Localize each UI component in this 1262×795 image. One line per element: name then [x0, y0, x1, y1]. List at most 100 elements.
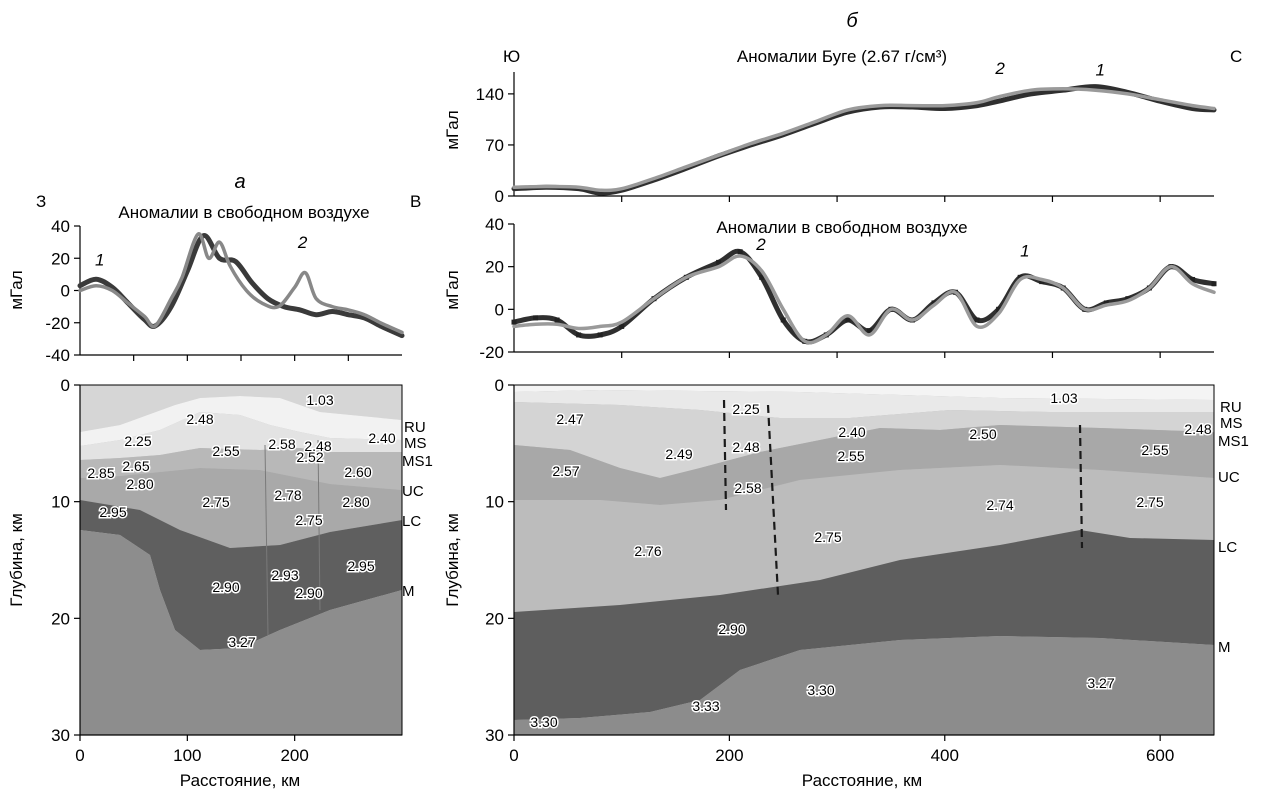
panel-b-density-label: 2.55: [837, 448, 864, 464]
panel-a-layer-ru: [80, 385, 402, 432]
panel-b-density-label: 2.76: [634, 543, 661, 559]
b-section-xtick-label: 200: [715, 746, 743, 765]
b-section-ytick-label: 30: [485, 726, 504, 745]
panel-b-density-label: 2.75: [814, 529, 841, 545]
b-bouguer-series-label-2: 2: [994, 59, 1005, 78]
panel-b-section-xlabel: Расстояние, км: [802, 771, 922, 790]
panel-b-layer-label-m: M: [1218, 639, 1231, 656]
a-free-air-ytick-label: 0: [61, 282, 70, 301]
b-free-air-series-label-2: 2: [755, 235, 766, 254]
panel-a-fault-1: [264, 444, 269, 636]
panel-a-layer-label-ru: RU: [404, 419, 426, 436]
panel-a-density-label: 2.48: [186, 411, 213, 427]
b-free-air-point: [576, 332, 582, 338]
b-free-air-point: [996, 306, 1002, 312]
panel-b-density-label: 2.90: [718, 621, 745, 637]
b-section-xtick-label: 600: [1146, 746, 1174, 765]
panel-b-bouguer-plot: 0 70 140 1 2: [476, 59, 1217, 206]
panel-a-density-label: 2.65: [122, 458, 149, 474]
panel-a-density-label: 3.27: [228, 634, 255, 650]
panel-b-layer-label-ms: MS: [1220, 415, 1243, 432]
panel-b-layer-dark: [514, 530, 1214, 720]
a-free-air-ytick-label: 40: [51, 217, 70, 236]
panel-b-density-label: 2.47: [556, 411, 583, 427]
b-section-xtick-label: 0: [509, 746, 518, 765]
panel-a-density-label: 2.95: [99, 504, 126, 520]
b-section-xtick-label: 400: [931, 746, 959, 765]
panel-a-fault-2: [317, 439, 321, 611]
a-section-ytick-label: 20: [51, 609, 70, 628]
panel-b-dir-right: С: [1230, 47, 1242, 66]
panel-a-label: а: [234, 171, 245, 193]
b-free-air-point: [1189, 276, 1195, 282]
b-free-air-point: [974, 317, 980, 323]
panel-b-layer-mantle: [514, 636, 1214, 735]
b-free-air-point: [511, 319, 517, 325]
panel-a-density-label: 2.93: [271, 567, 298, 583]
b-free-air-point: [533, 315, 539, 321]
panel-b-freeair-plot: -20 0 20 40 1 2: [479, 215, 1217, 362]
panel-a-freeair-plot: -40 -20 0 20 40 1 2: [45, 217, 405, 365]
panel-b-density-label: 2.58: [734, 480, 761, 496]
panel-b-fault-1: [722, 399, 728, 511]
panel-a-layer-label-ms: MS: [404, 435, 427, 452]
panel-a-layer-label-uc: UC: [402, 483, 424, 500]
panel-a-density-label: 2.95: [347, 558, 374, 574]
panel-a-density-label: 2.52: [296, 449, 323, 465]
panel-a-layer-dark: [80, 500, 402, 650]
panel-b-dir-left: Ю: [503, 47, 520, 66]
panel-b-density-label: 2.25: [732, 401, 759, 417]
a-section-ytick-label: 30: [51, 726, 70, 745]
panel-b-density-label: 2.48: [732, 439, 759, 455]
b-section-ytick-label: 10: [485, 493, 504, 512]
panel-a-layer-lc: [80, 468, 402, 548]
b-free-air-point: [597, 332, 603, 338]
b-free-air-point: [1039, 279, 1045, 285]
b-free-air-series-2: [512, 254, 1216, 345]
panel-b-layer-ms1: [514, 402, 1214, 478]
panel-b-layer-ru: [514, 385, 1214, 400]
panel-b-density-label: 3.33: [692, 698, 719, 714]
b-section-ytick-label: 20: [485, 609, 504, 628]
b-free-air-point: [1103, 300, 1109, 306]
panel-b-fault-3: [1078, 424, 1084, 549]
panel-b-density-label: 2.75: [1136, 494, 1163, 510]
panel-a-layer-label-m: M: [402, 583, 415, 600]
b-free-air-point: [737, 249, 743, 255]
b-free-air-point: [759, 274, 765, 280]
panel-b-freeair-title: Аномалии в свободном воздухе: [716, 218, 967, 237]
panel-a-density-label: 2.78: [274, 487, 301, 503]
panel-a-freeair-ylabel: мГал: [7, 270, 26, 309]
a-free-air-series-label-1: 1: [95, 251, 104, 270]
panel-b-layer-uc: [514, 425, 1214, 505]
a-free-air-ytick-label: -40: [45, 346, 70, 365]
panel-b-density-label: 2.40: [838, 424, 865, 440]
panel-b-density-label: 2.55: [1141, 442, 1168, 458]
panel-a-layer-mantle: [80, 530, 402, 735]
panel-b-section-ylabel: Глубина, км: [443, 513, 462, 607]
panel-a-density-label: 2.90: [212, 579, 239, 595]
panel-b-density-label: 2.50: [969, 426, 996, 442]
panel-a-section: 0 100 200 0 10 20 30: [51, 376, 403, 765]
panel-b-density-label: 2.48: [1184, 421, 1211, 437]
panel-b-density-label: 2.49: [665, 446, 692, 462]
b-free-air-ytick-label: -20: [479, 343, 504, 362]
b-free-air-point: [1125, 296, 1131, 302]
b-free-air-point: [866, 328, 872, 334]
panel-b-density-label: 3.30: [807, 682, 834, 698]
panel-b-fault-2: [766, 404, 780, 596]
a-section-xtick-label: 100: [173, 746, 201, 765]
b-free-air-point: [554, 317, 560, 323]
panel-a-layer-ms1: [80, 412, 402, 460]
panel-a-layer-labels: RU MS MS1 UC LC M: [402, 419, 433, 600]
panel-a-density-label: 2.90: [295, 585, 322, 601]
b-bouguer-ytick-label: 70: [485, 136, 504, 155]
panel-a-density-label: 2.58: [268, 436, 295, 452]
panel-b-density-label: 3.27: [1087, 675, 1114, 691]
panel-a-density-label: 2.80: [342, 494, 369, 510]
b-free-air-point: [931, 300, 937, 306]
a-section-ytick-label: 10: [51, 493, 70, 512]
panel-b-density-label: 1.03: [1050, 390, 1077, 406]
panel-b-layer-lc: [514, 465, 1214, 612]
a-section-xtick-label: 0: [75, 746, 84, 765]
